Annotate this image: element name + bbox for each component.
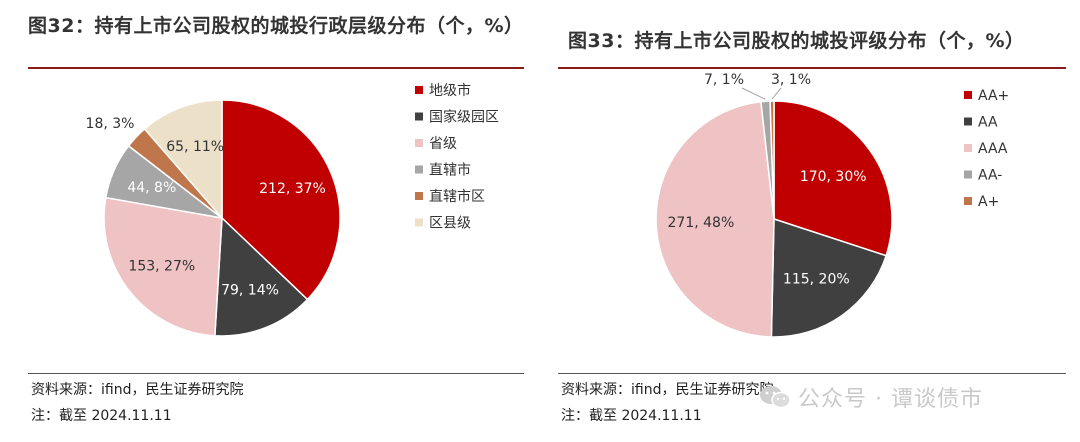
legend-label-5: 区县级 (429, 216, 471, 232)
leader-line-3 (741, 87, 766, 100)
data-label-1: 79, 14% (221, 282, 279, 298)
leader-line-4 (771, 87, 782, 100)
data-label-0: 212, 37% (259, 181, 326, 197)
chart-panel-left: 图32：持有上市公司股权的城投行政层级分布（个，%） 212, 37% 79, 1… (28, 15, 524, 424)
source-note: 资料来源：ifind，民生证券研究院 (31, 382, 244, 398)
legend-label-4: 直辖市区 (429, 188, 485, 205)
pie-chart-svg: 212, 37% 79, 14% 153, 27% 44, 8% 18, 3% 65, 1… (86, 82, 499, 337)
legend-label-0: AA+ (978, 88, 1009, 104)
pie-slice-5 (143, 99, 223, 221)
data-label-0: 170, 30% (800, 169, 867, 185)
legend-swatch-1 (415, 112, 423, 121)
legend-label-4: A+ (978, 194, 999, 210)
pie-slice-4 (769, 100, 775, 220)
legend-label-3: AA- (978, 168, 1002, 184)
legend-swatch-4 (964, 197, 972, 205)
date-note: 注：截至 2024.11.11 (561, 408, 702, 424)
pie-slice-1 (214, 216, 309, 337)
legend-swatch-3 (415, 165, 423, 174)
chart-title: 图32：持有上市公司股权的城投行政层级分布（个，%） (28, 15, 524, 37)
chart-panel-right: 图33：持有上市公司股权的城投评级分布（个，%） 170, 30% 115, 20… (548, 0, 1080, 442)
legend-label-2: 省级 (429, 136, 457, 152)
data-label-5: 65, 11% (166, 139, 224, 155)
legend-swatch-1 (964, 117, 972, 126)
pie-slice-2 (655, 100, 775, 338)
legend-swatch-2 (415, 139, 423, 147)
data-label-4: 3, 1% (771, 72, 811, 88)
data-label-4: 18, 3% (86, 116, 135, 132)
pie-chart-svg: 170, 30%115, 20%271, 48%7, 1% 3, 1%AA+AAA… (655, 72, 1009, 338)
wechat-icon (760, 386, 791, 409)
title-rule (28, 67, 524, 69)
legend-swatch-3 (964, 170, 972, 179)
legend-swatch-5 (415, 218, 423, 227)
pie-slice-0 (221, 99, 341, 301)
watermark-text: 公众号 · 谭谈债市 (798, 387, 983, 412)
legend-swatch-0 (964, 91, 972, 99)
pie-slice-1 (770, 217, 888, 338)
legend-label-1: 国家级园区 (429, 109, 499, 126)
pie-slice-0 (773, 100, 893, 257)
data-label-3: 7, 1% (704, 72, 744, 88)
title-rule (558, 67, 1066, 69)
legend-label-2: AAA (978, 141, 1008, 157)
data-label-2: 271, 48% (668, 215, 735, 231)
source-note: 资料来源：ifind，民生证券研究院 (561, 382, 774, 398)
legend-label-1: AA (978, 115, 998, 131)
pie-slice-2 (103, 196, 223, 337)
data-label-2: 153, 27% (128, 259, 195, 275)
chart-title: 图33：持有上市公司股权的城投评级分布（个，%） (568, 30, 1025, 52)
legend-label-0: 地级市 (429, 82, 471, 99)
legend-swatch-0 (415, 86, 423, 94)
data-label-1: 115, 20% (783, 272, 850, 288)
date-note: 注：截至 2024.11.11 (31, 408, 172, 424)
bottom-rule (558, 373, 1066, 374)
watermark: 公众号 · 谭谈债市 (758, 381, 983, 413)
data-label-3: 44, 8% (127, 180, 176, 196)
legend-swatch-4 (415, 192, 423, 200)
legend-swatch-2 (964, 144, 972, 152)
bottom-rule (28, 373, 524, 374)
legend-label-3: 直辖市 (429, 162, 471, 179)
